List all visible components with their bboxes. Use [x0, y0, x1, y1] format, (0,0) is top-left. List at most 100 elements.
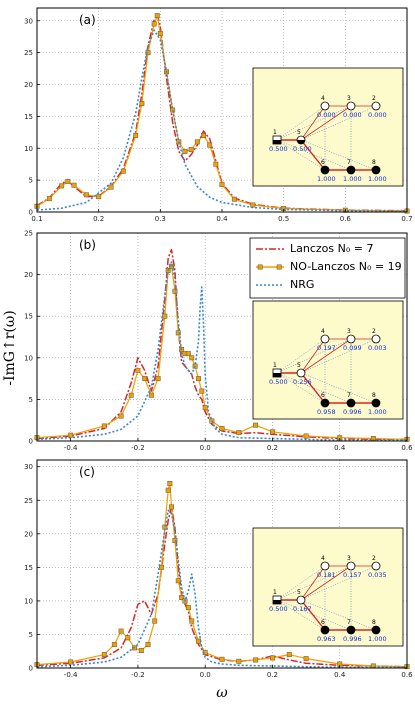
inset-bond: [300, 338, 326, 374]
legend-frame: [249, 237, 406, 299]
data-point: [125, 635, 131, 641]
data-point: [231, 196, 237, 202]
data-point: [68, 432, 74, 438]
x-tick-label: 0.0: [200, 671, 211, 679]
impurity-node-fill: [273, 373, 281, 377]
node-occupation: 0.500: [269, 378, 288, 386]
inset-link: [276, 372, 326, 404]
node-occupation: 0.500: [269, 605, 288, 613]
node-occupation: 0.500: [269, 145, 288, 153]
data-point: [165, 487, 171, 493]
data-point: [139, 101, 145, 107]
data-point: [120, 168, 126, 174]
node-id: 1: [273, 589, 277, 596]
x-tick-label: 0.6: [340, 215, 352, 223]
legend-marker: [276, 264, 282, 270]
node-id: 1: [273, 362, 277, 369]
node-occupation: 0.500: [293, 145, 312, 153]
node-id: 2: [372, 328, 376, 335]
inset-bond: [300, 565, 326, 601]
node-occupation: 1.000: [317, 175, 336, 183]
node-occupation: 0.963: [317, 635, 336, 643]
data-point: [196, 376, 201, 382]
x-tick-label: 0.4: [216, 215, 228, 223]
legend-label: Lanczos N₀ = 7: [290, 242, 373, 255]
bath-node: [346, 398, 356, 408]
inset-bond: [300, 338, 352, 374]
panel-label: (a): [79, 13, 96, 27]
data-point: [185, 605, 191, 611]
node-occupation: 1.000: [368, 408, 387, 416]
data-point: [68, 659, 74, 665]
node-id: 6: [321, 392, 325, 399]
bath-node: [371, 625, 381, 635]
bath-node: [346, 165, 356, 175]
bath-node: [346, 101, 356, 111]
data-point: [118, 413, 124, 419]
data-point: [65, 178, 71, 184]
bath-node: [296, 595, 306, 605]
data-point: [133, 133, 139, 138]
inset-link: [276, 338, 352, 374]
inset-diagram: 1 0.500 2 0.000 3 0.000 4 0.000 5 0.500 6 1.000 7 1.0…: [252, 67, 404, 187]
inset-bond: [300, 105, 326, 141]
node-id: 3: [347, 95, 351, 102]
inset-bond: [300, 105, 352, 141]
data-point: [253, 422, 259, 428]
node-id: 5: [297, 362, 301, 369]
node-occupation: 1.000: [343, 175, 362, 183]
data-point: [128, 392, 134, 398]
inset-link: [276, 139, 352, 171]
data-point: [207, 142, 213, 148]
x-tick-label: 0.6: [401, 444, 413, 452]
data-point: [101, 652, 107, 658]
node-occupation: 0.000: [343, 111, 362, 119]
node-occupation: 0.167: [293, 605, 312, 613]
node-occupation: 0.000: [368, 111, 387, 119]
data-point: [175, 330, 181, 336]
node-id: 7: [347, 159, 351, 166]
y-tick-label: 5: [29, 396, 33, 404]
node-occupation: 0.958: [317, 408, 336, 416]
data-point: [142, 376, 148, 382]
data-point: [155, 376, 161, 382]
node-occupation: 0.181: [317, 571, 336, 579]
data-point: [199, 388, 205, 394]
inset-link: [300, 599, 377, 631]
y-tick-label: 10: [24, 354, 33, 362]
data-point: [194, 139, 200, 145]
data-point: [159, 564, 164, 570]
x-tick-label: 0.4: [334, 671, 346, 679]
data-point: [185, 351, 191, 357]
y-tick-label: 20: [24, 271, 33, 279]
x-tick-label: -0.2: [131, 444, 145, 452]
data-point: [138, 648, 144, 654]
bath-node: [371, 334, 381, 344]
data-point: [236, 430, 242, 436]
y-tick-label: 25: [24, 497, 33, 505]
data-point: [236, 658, 242, 664]
panel-b: -0.4 -0.2 0.0 0.2 0.4 0.60510152025(b)10.5002…: [24, 230, 413, 453]
y-tick-label: 15: [24, 313, 33, 321]
data-point: [202, 405, 208, 411]
data-point: [303, 656, 309, 662]
node-id: 2: [372, 95, 376, 102]
y-tick-label: 25: [24, 49, 33, 57]
node-id: 8: [372, 619, 376, 626]
data-point: [219, 426, 225, 431]
data-point: [188, 147, 194, 152]
inset-link: [276, 599, 326, 631]
data-point: [253, 657, 259, 663]
data-point: [270, 655, 275, 661]
data-point: [145, 642, 151, 647]
data-point: [148, 392, 154, 398]
inset-link: [300, 139, 377, 171]
data-point: [179, 595, 185, 600]
node-id: 6: [321, 619, 325, 626]
data-point: [96, 194, 102, 200]
y-tick-label: 20: [24, 81, 33, 89]
data-point: [172, 538, 178, 543]
impurity-node-fill: [273, 600, 281, 604]
impurity-node-fill: [273, 140, 281, 144]
y-tick-label: 0: [29, 438, 33, 446]
